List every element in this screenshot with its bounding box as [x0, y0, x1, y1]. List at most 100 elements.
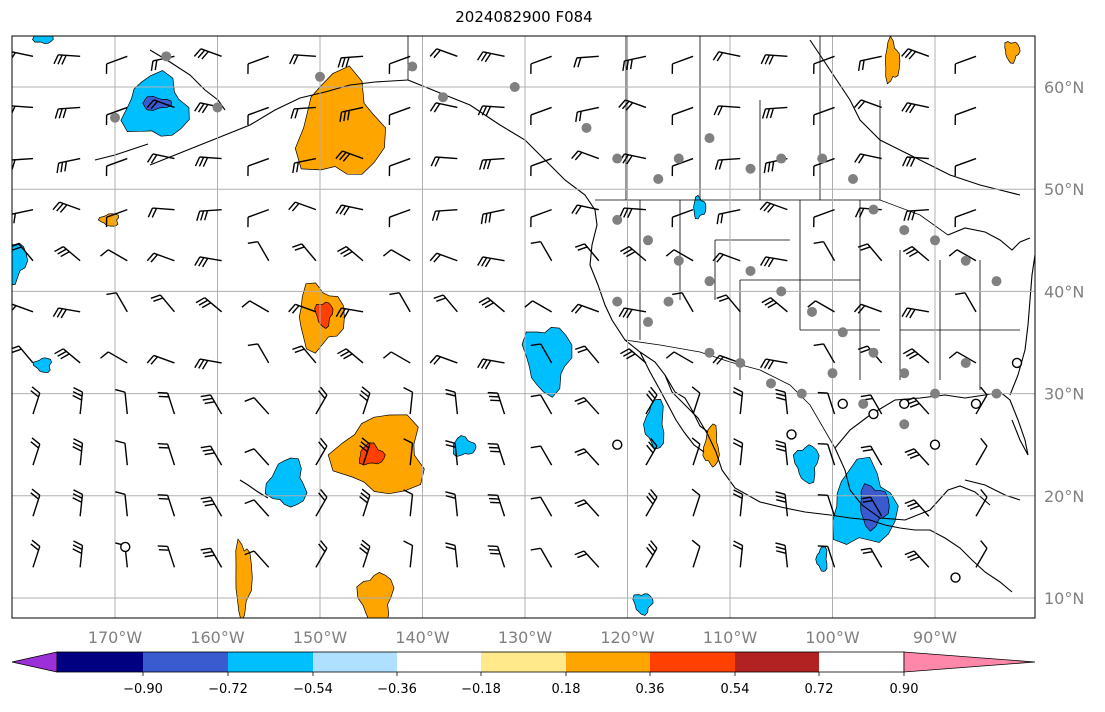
wind-barb — [30, 437, 41, 466]
colorbar-extend-high — [903, 651, 1036, 673]
wind-barb — [620, 348, 647, 364]
wind-barb — [445, 440, 459, 466]
wind-barb — [54, 245, 81, 262]
anomaly-blob-alaska-north — [32, 36, 54, 45]
wind-barb — [105, 55, 128, 74]
wind-barb — [54, 348, 81, 364]
calm-station-ring — [1011, 357, 1023, 369]
station-dot — [960, 255, 971, 266]
wind-barb — [948, 249, 977, 262]
lon-tick-label: 130°W — [498, 628, 553, 647]
wind-barb — [150, 294, 175, 313]
wind-barb — [975, 386, 988, 415]
wind-barb — [672, 292, 694, 313]
wind-barb — [530, 496, 553, 517]
lon-tick-label: 90°W — [913, 628, 957, 647]
wind-barb — [975, 488, 988, 517]
station-dot — [991, 276, 1002, 287]
wind-barb — [487, 545, 506, 568]
wind-barb — [431, 208, 458, 221]
wind-barb — [478, 157, 505, 170]
wind-barb — [817, 391, 836, 415]
wind-barb — [244, 448, 270, 466]
wind-barb — [477, 358, 505, 370]
wind-barb — [315, 386, 328, 415]
station-dot — [868, 347, 879, 358]
wind-barb — [853, 303, 882, 314]
wind-barb — [954, 208, 977, 228]
lat-tick-label: 20°N — [1044, 487, 1084, 506]
wind-barb — [72, 438, 84, 466]
wind-barb — [288, 303, 317, 314]
wind-barb — [691, 437, 701, 466]
wind-barb — [105, 208, 128, 228]
wind-barb — [105, 157, 128, 177]
field-shading — [12, 36, 1021, 618]
wind-barb — [712, 51, 741, 62]
colorbar-tick-label: −0.90 — [123, 682, 163, 697]
wind-barb — [244, 397, 270, 415]
station-dot — [161, 51, 172, 62]
wind-barb — [775, 542, 789, 568]
great-lakes — [947, 227, 1031, 251]
mexico-gulf-coast — [834, 447, 991, 521]
wind-barb — [954, 106, 977, 125]
wind-barb — [813, 343, 836, 364]
wind-barb — [487, 443, 506, 466]
wind-barb — [388, 157, 411, 177]
station-dot — [899, 419, 910, 430]
wind-barb — [196, 208, 222, 221]
wind-barb — [530, 55, 552, 74]
colorbar-segment — [143, 652, 228, 672]
wind-barb — [573, 55, 599, 68]
wind-barb — [575, 106, 599, 123]
wind-barb — [901, 102, 929, 114]
colorbar-tick-label: −0.54 — [293, 682, 333, 697]
calm-station-ring — [868, 408, 879, 420]
wind-barb — [105, 106, 128, 125]
wind-barb — [732, 489, 744, 517]
wind-barb — [671, 208, 694, 228]
station-dot — [930, 235, 940, 246]
wind-barb — [429, 48, 458, 59]
wind-barb — [247, 343, 270, 364]
wind-barb — [813, 106, 835, 125]
wind-barb — [200, 547, 223, 568]
wind-barb — [146, 354, 175, 365]
wind-barb — [315, 488, 328, 517]
wind-barb — [902, 156, 929, 167]
lat-lon-grid — [12, 36, 1035, 618]
colorbar-tick-label: −0.18 — [461, 682, 501, 697]
latitude-tick-labels: 10°N 20°N 30°N 40°N 50°N 60°N — [1044, 78, 1084, 608]
colorbar-tick-label: 0.72 — [805, 682, 834, 697]
lat-tick-label: 10°N — [1044, 589, 1084, 608]
wind-barb — [388, 208, 411, 228]
wind-barb — [854, 153, 882, 164]
wind-barb — [671, 157, 694, 177]
lat-tick-label: 50°N — [1044, 180, 1084, 199]
wind-barb — [194, 358, 222, 370]
station-dot — [960, 357, 971, 368]
anomaly-blob-pacific-west-33n — [32, 357, 52, 373]
wind-barb — [157, 494, 176, 517]
wind-barb — [430, 156, 458, 167]
wind-barb — [860, 496, 883, 517]
wind-barb — [247, 106, 269, 125]
anomaly-blob-north-pacific-40n-core — [314, 301, 334, 329]
wind-barb — [337, 348, 364, 364]
wind-barb — [732, 387, 744, 415]
cuba — [964, 479, 1021, 501]
wind-barb — [339, 106, 364, 123]
anomaly-blob-idaho-49n — [693, 194, 707, 220]
wind-barb — [445, 388, 459, 415]
station-dot — [930, 388, 940, 399]
calm-station-ring — [612, 439, 623, 450]
wind-barb — [429, 102, 458, 113]
east-coast — [1009, 254, 1035, 396]
wind-barb — [817, 443, 836, 466]
station-dot — [837, 327, 848, 338]
wind-barb — [403, 489, 414, 517]
wind-barb — [761, 106, 788, 119]
wind-barb — [903, 208, 929, 221]
station-dot — [735, 357, 746, 368]
